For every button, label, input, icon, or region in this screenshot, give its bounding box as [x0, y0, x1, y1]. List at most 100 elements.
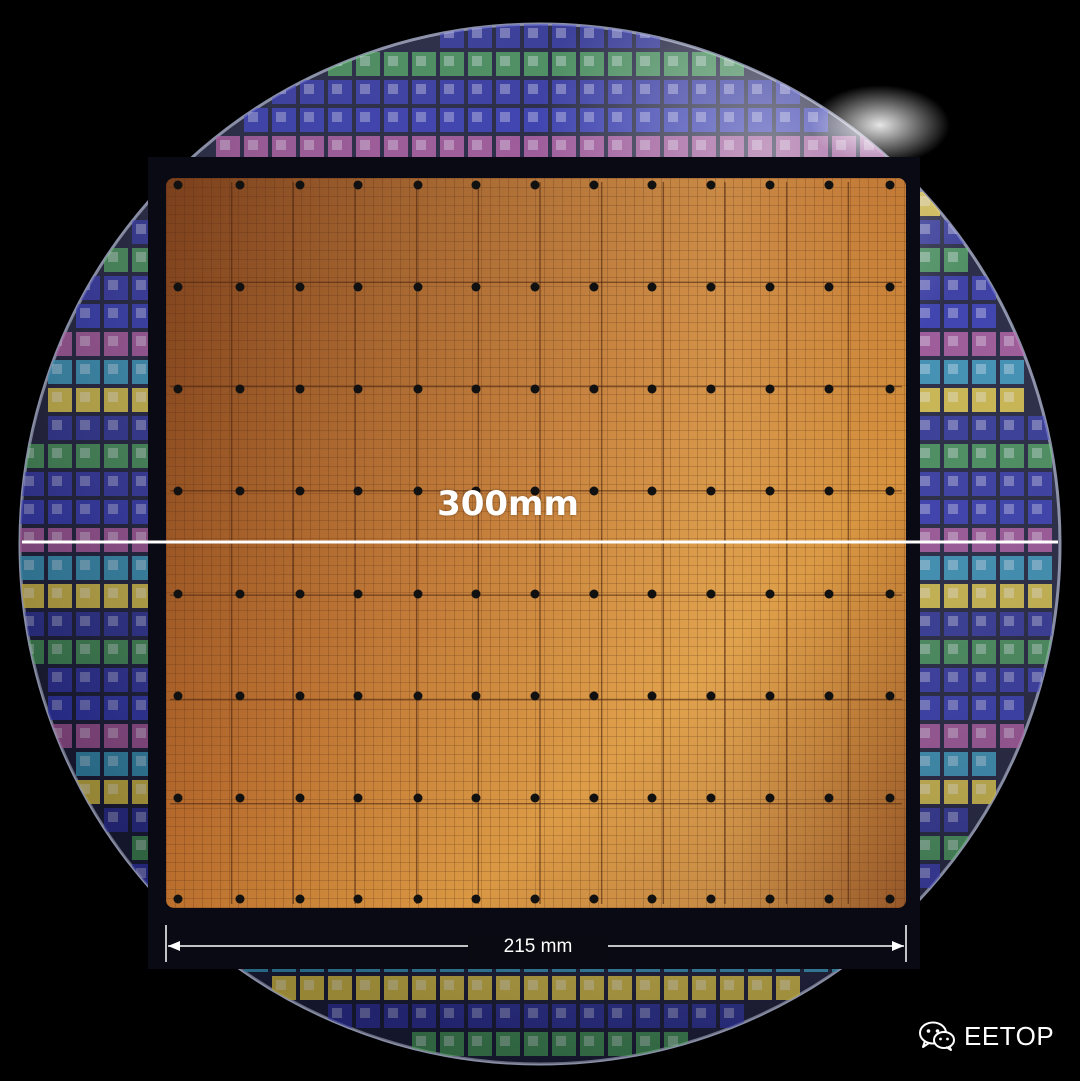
width-label: 215 mm — [468, 935, 608, 959]
mounting-hole — [647, 282, 657, 292]
mounting-hole — [589, 486, 599, 496]
mounting-hole — [235, 282, 245, 292]
mounting-hole — [589, 282, 599, 292]
mounting-hole — [589, 589, 599, 599]
mounting-hole — [295, 282, 305, 292]
mounting-hole — [765, 589, 775, 599]
mounting-hole — [471, 793, 481, 803]
mounting-hole — [824, 589, 834, 599]
mounting-hole — [765, 691, 775, 701]
mounting-hole — [824, 793, 834, 803]
mounting-hole — [706, 282, 716, 292]
mounting-hole — [824, 282, 834, 292]
mounting-hole — [824, 384, 834, 394]
width-dimension — [165, 925, 907, 962]
mounting-hole — [589, 894, 599, 904]
mounting-hole — [353, 180, 363, 190]
mounting-hole — [413, 180, 423, 190]
mounting-hole — [235, 384, 245, 394]
mounting-hole — [765, 793, 775, 803]
mounting-hole — [824, 180, 834, 190]
mounting-hole — [471, 691, 481, 701]
mounting-hole — [471, 486, 481, 496]
watermark: EETOP — [918, 1014, 1054, 1058]
mounting-hole — [471, 384, 481, 394]
mounting-hole — [295, 793, 305, 803]
mounting-hole — [353, 486, 363, 496]
mounting-hole — [706, 793, 716, 803]
mounting-hole — [765, 486, 775, 496]
mounting-hole — [647, 384, 657, 394]
mounting-hole — [295, 384, 305, 394]
mounting-hole — [765, 180, 775, 190]
mounting-hole — [353, 282, 363, 292]
mounting-hole — [885, 486, 895, 496]
mounting-hole — [295, 894, 305, 904]
mounting-hole — [353, 894, 363, 904]
mounting-hole — [173, 384, 183, 394]
mounting-hole — [647, 793, 657, 803]
mounting-hole — [530, 486, 540, 496]
mounting-hole — [530, 282, 540, 292]
mounting-hole — [235, 894, 245, 904]
mounting-hole — [885, 793, 895, 803]
mounting-hole — [647, 180, 657, 190]
mounting-hole — [530, 691, 540, 701]
mounting-hole — [235, 589, 245, 599]
mounting-hole — [885, 282, 895, 292]
mounting-hole — [885, 894, 895, 904]
mounting-hole — [885, 691, 895, 701]
mounting-hole — [295, 589, 305, 599]
mounting-hole — [173, 486, 183, 496]
mounting-hole — [235, 793, 245, 803]
mounting-hole — [471, 180, 481, 190]
mounting-hole — [235, 691, 245, 701]
mounting-hole — [295, 180, 305, 190]
wechat-icon — [918, 1020, 956, 1052]
mounting-hole — [530, 180, 540, 190]
mounting-hole — [413, 691, 423, 701]
mounting-hole — [173, 180, 183, 190]
mounting-hole — [706, 691, 716, 701]
mounting-hole — [530, 384, 540, 394]
mounting-hole — [589, 691, 599, 701]
mounting-hole — [353, 691, 363, 701]
mounting-hole — [530, 793, 540, 803]
mounting-hole — [413, 486, 423, 496]
mounting-hole — [647, 486, 657, 496]
mounting-hole — [589, 180, 599, 190]
mounting-hole — [173, 793, 183, 803]
mounting-hole — [647, 894, 657, 904]
watermark-text: EETOP — [964, 1020, 1055, 1051]
mounting-hole — [235, 486, 245, 496]
mounting-hole — [706, 486, 716, 496]
mounting-hole — [235, 180, 245, 190]
mounting-hole — [471, 282, 481, 292]
mounting-hole — [413, 793, 423, 803]
mounting-hole — [173, 589, 183, 599]
mounting-hole — [413, 282, 423, 292]
mounting-hole — [706, 894, 716, 904]
mounting-hole — [824, 486, 834, 496]
mounting-hole — [706, 384, 716, 394]
mounting-hole — [353, 589, 363, 599]
mounting-hole — [647, 589, 657, 599]
mounting-hole — [471, 589, 481, 599]
mounting-hole — [295, 691, 305, 701]
mounting-hole — [765, 894, 775, 904]
mounting-hole — [353, 384, 363, 394]
mounting-hole — [706, 180, 716, 190]
mounting-hole — [530, 894, 540, 904]
mounting-hole — [295, 486, 305, 496]
mounting-hole — [353, 793, 363, 803]
mounting-hole — [885, 180, 895, 190]
mounting-hole — [471, 894, 481, 904]
mounting-hole — [413, 894, 423, 904]
mounting-hole — [173, 894, 183, 904]
mounting-hole — [413, 384, 423, 394]
mounting-hole — [824, 894, 834, 904]
mounting-hole — [530, 589, 540, 599]
mounting-hole — [765, 282, 775, 292]
mounting-hole — [589, 793, 599, 803]
